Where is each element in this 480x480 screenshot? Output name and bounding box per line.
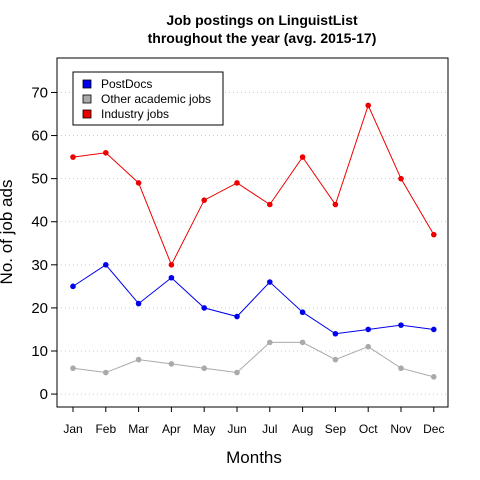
data-point-postdocs — [365, 326, 372, 333]
data-point-postdocs — [201, 305, 207, 311]
data-point-industry-jobs — [267, 201, 273, 208]
data-point-other-academic-jobs — [135, 356, 142, 363]
data-point-other-academic-jobs — [168, 361, 175, 367]
y-tick-label: 70 — [31, 84, 48, 101]
y-tick-label: 30 — [31, 257, 48, 274]
y-tick-label: 0 — [40, 386, 48, 403]
data-point-postdocs — [299, 309, 306, 316]
series-line-industry-jobs — [72, 104, 435, 267]
y-tick-label: 40 — [31, 214, 48, 231]
series-line-other-academic-jobs — [72, 341, 434, 378]
x-tick-label: Feb — [95, 422, 116, 436]
data-point-industry-jobs — [103, 149, 109, 156]
data-point-other-academic-jobs — [398, 365, 404, 372]
legend-swatch-other-academic-jobs — [82, 94, 92, 104]
legend-swatch-industry-jobs — [82, 109, 92, 119]
data-point-industry-jobs — [431, 231, 437, 238]
data-point-other-academic-jobs — [234, 369, 240, 376]
data-point-industry-jobs — [398, 175, 404, 182]
data-point-industry-jobs — [201, 197, 207, 203]
legend-label-industry-jobs: Industry jobs — [101, 107, 169, 121]
x-tick-label: Jul — [262, 422, 277, 436]
data-point-other-academic-jobs — [365, 343, 372, 350]
data-point-postdocs — [398, 322, 404, 328]
data-point-other-academic-jobs — [332, 356, 339, 363]
x-tick-label: Sep — [325, 422, 347, 436]
data-point-postdocs — [234, 313, 240, 320]
y-tick-label: 50 — [31, 171, 48, 188]
data-point-industry-jobs — [332, 201, 339, 208]
legend-swatch-postdocs — [82, 79, 92, 89]
data-point-industry-jobs — [234, 180, 240, 186]
x-tick-label: Oct — [359, 422, 378, 436]
data-point-industry-jobs — [299, 154, 306, 160]
plot-frame — [56, 57, 449, 408]
y-tick-label: 10 — [31, 343, 48, 360]
data-point-postdocs — [70, 283, 76, 290]
x-tick-label: Jun — [227, 422, 246, 436]
data-point-other-academic-jobs — [70, 365, 76, 372]
legend-label-postdocs: PostDocs — [101, 77, 152, 91]
x-tick-label: Aug — [292, 422, 313, 436]
x-tick-label: Nov — [390, 422, 411, 436]
series-layer — [70, 102, 437, 380]
y-tick-label: 20 — [31, 300, 48, 317]
data-point-postdocs — [135, 300, 142, 307]
data-point-other-academic-jobs — [267, 339, 273, 346]
y-axis-title: No. of job ads — [0, 180, 16, 285]
series-line-postdocs — [72, 264, 434, 335]
data-point-industry-jobs — [135, 180, 142, 186]
x-tick-label: May — [193, 422, 216, 436]
data-point-industry-jobs — [168, 262, 175, 268]
x-tick-label: Jan — [63, 422, 82, 436]
data-point-postdocs — [431, 326, 437, 333]
data-point-postdocs — [332, 330, 339, 337]
x-axis: Jan Feb Mar Apr May Jun Jul Aug Sep Oct Nov Dec — [63, 407, 444, 436]
x-tick-label: Dec — [423, 422, 444, 436]
data-point-postdocs — [168, 274, 175, 281]
data-point-industry-jobs — [365, 102, 372, 109]
data-point-other-academic-jobs — [431, 374, 437, 380]
x-axis-title: Months — [226, 448, 282, 467]
data-point-other-academic-jobs — [201, 365, 207, 372]
legend-label-other-academic-jobs: Other academic jobs — [101, 92, 211, 106]
legend-box — [72, 71, 224, 126]
chart-title: Job postings on LinguistList — [166, 12, 358, 28]
data-point-postdocs — [267, 279, 273, 285]
chart-subtitle: throughout the year (avg. 2015-17) — [148, 30, 377, 46]
data-point-postdocs — [103, 262, 109, 268]
x-tick-label: Mar — [128, 422, 149, 436]
data-point-other-academic-jobs — [299, 339, 306, 346]
data-point-industry-jobs — [70, 154, 76, 160]
y-axis: 0 10 20 30 40 50 60 70 — [31, 84, 57, 403]
x-tick-label: Apr — [162, 422, 181, 436]
data-point-other-academic-jobs — [103, 369, 109, 376]
y-tick-label: 60 — [31, 128, 48, 145]
